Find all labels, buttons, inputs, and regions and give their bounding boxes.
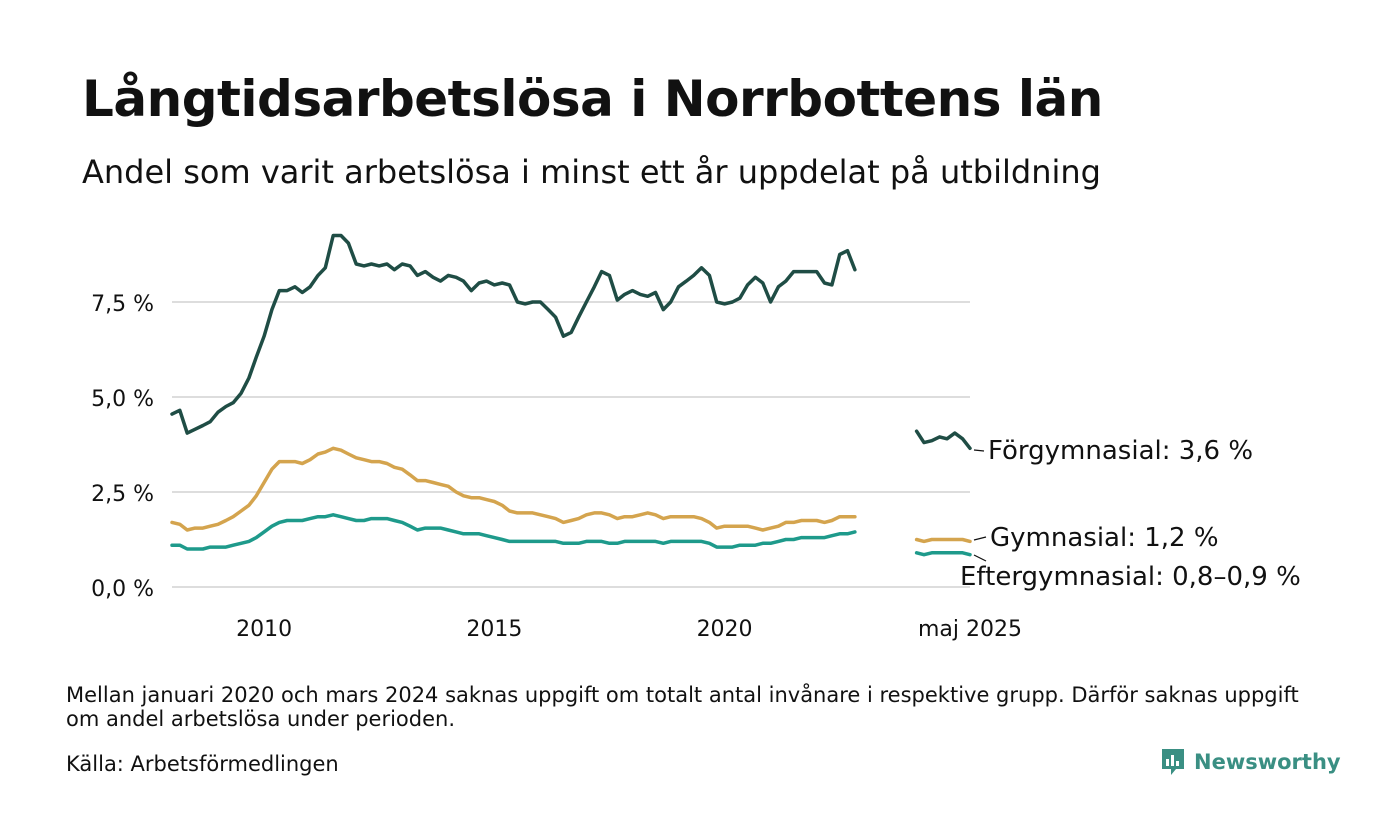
series-line-gymnasial-segment-2 [914,537,972,544]
footnote: Mellan januari 2020 och mars 2024 saknas… [66,683,1299,731]
series-label-forgymnasial: Förgymnasial: 3,6 % [988,436,1253,466]
chart-title: Långtidsarbetslösa i Norrbottens län [82,70,1103,128]
brand-name: Newsworthy [1194,750,1341,774]
y-tick-label: 7,5 % [91,292,154,317]
series-line-eftergymnasial-segment-1 [170,513,857,551]
x-tick-label: maj 2025 [918,617,1022,642]
series-line-gymnasial-segment-1 [170,446,857,532]
source-text: Källa: Arbetsförmedlingen [66,752,339,776]
series-label-gymnasial: Gymnasial: 1,2 % [990,523,1219,553]
y-tick-label: 2,5 % [91,482,154,507]
x-tick-label: 2020 [697,617,753,642]
y-tick-label: 0,0 % [91,577,154,602]
line-chart: 0,0 % 2,5 % 5,0 % 7,5 % 2010 2015 2020 maj 2025… [91,233,1301,642]
x-tick-label: 2010 [236,617,292,642]
series-line-eftergymnasial-segment-2 [914,551,972,557]
label-connector-forgymnasial [973,449,985,452]
label-connector-eftergymnasial [973,554,987,562]
series-line-forgymnasial-segment-2 [914,429,972,451]
series-line-forgymnasial-segment-1 [170,233,857,435]
newsworthy-logo-icon [1162,749,1184,775]
chart-subtitle: Andel som varit arbetslösa i minst ett å… [82,153,1101,191]
x-tick-label: 2015 [466,617,522,642]
y-tick-label: 5,0 % [91,387,154,412]
series-label-eftergymnasial: Eftergymnasial: 0,8–0,9 % [960,562,1301,592]
newsworthy-logo: Newsworthy [1160,747,1341,777]
label-connector-gymnasial [973,536,987,541]
